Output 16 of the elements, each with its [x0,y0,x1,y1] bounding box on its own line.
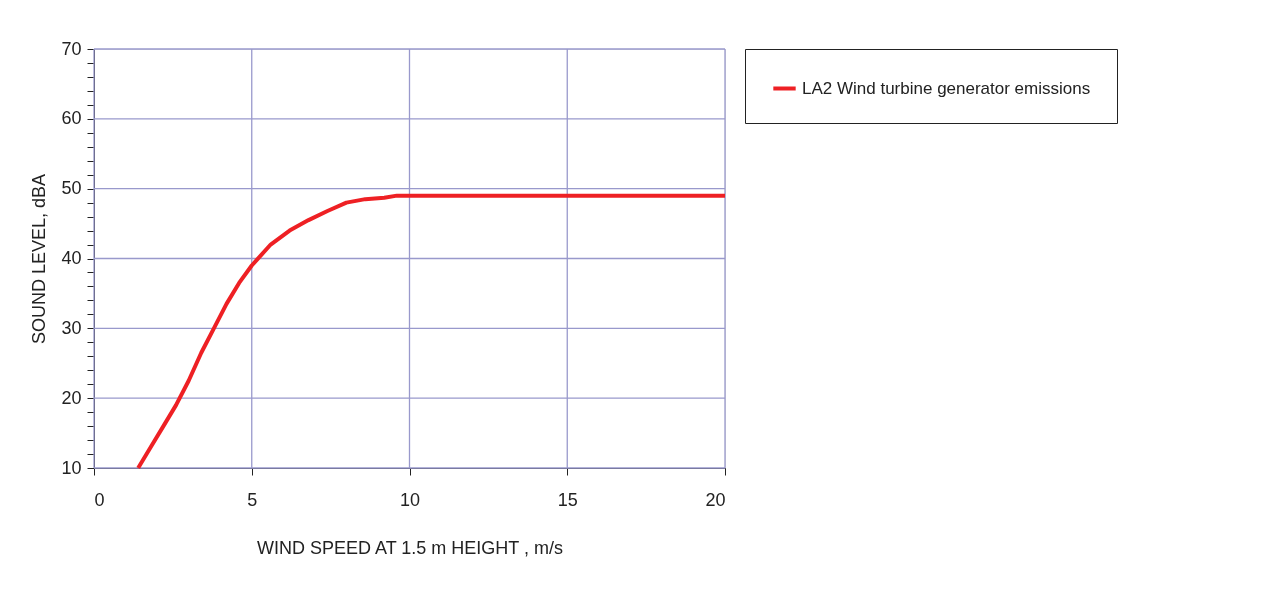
x-axis-title: WIND SPEED AT 1.5 m HEIGHT , m/s [256,537,564,558]
y-tick-label: 70 [61,38,82,59]
y-tick-label: 50 [61,178,82,199]
y-tick-label: 10 [61,457,82,478]
x-tick-label: 5 [247,489,258,510]
y-tick-label: 20 [61,387,82,408]
y-tick-label: 40 [61,248,82,268]
legend-label: LA2 Wind turbine generator emissions [802,78,1091,98]
y-axis-title: SOUND LEVEL, dBA [29,173,50,345]
line-series [136,193,727,470]
y-tick-label: 30 [61,317,82,338]
x-tick-label: 20 [705,489,726,510]
x-tick-label: 0 [94,489,105,510]
x-tick-label: 15 [557,489,578,510]
y-tick-label: 60 [61,108,82,129]
x-tick-label: 10 [399,489,421,510]
